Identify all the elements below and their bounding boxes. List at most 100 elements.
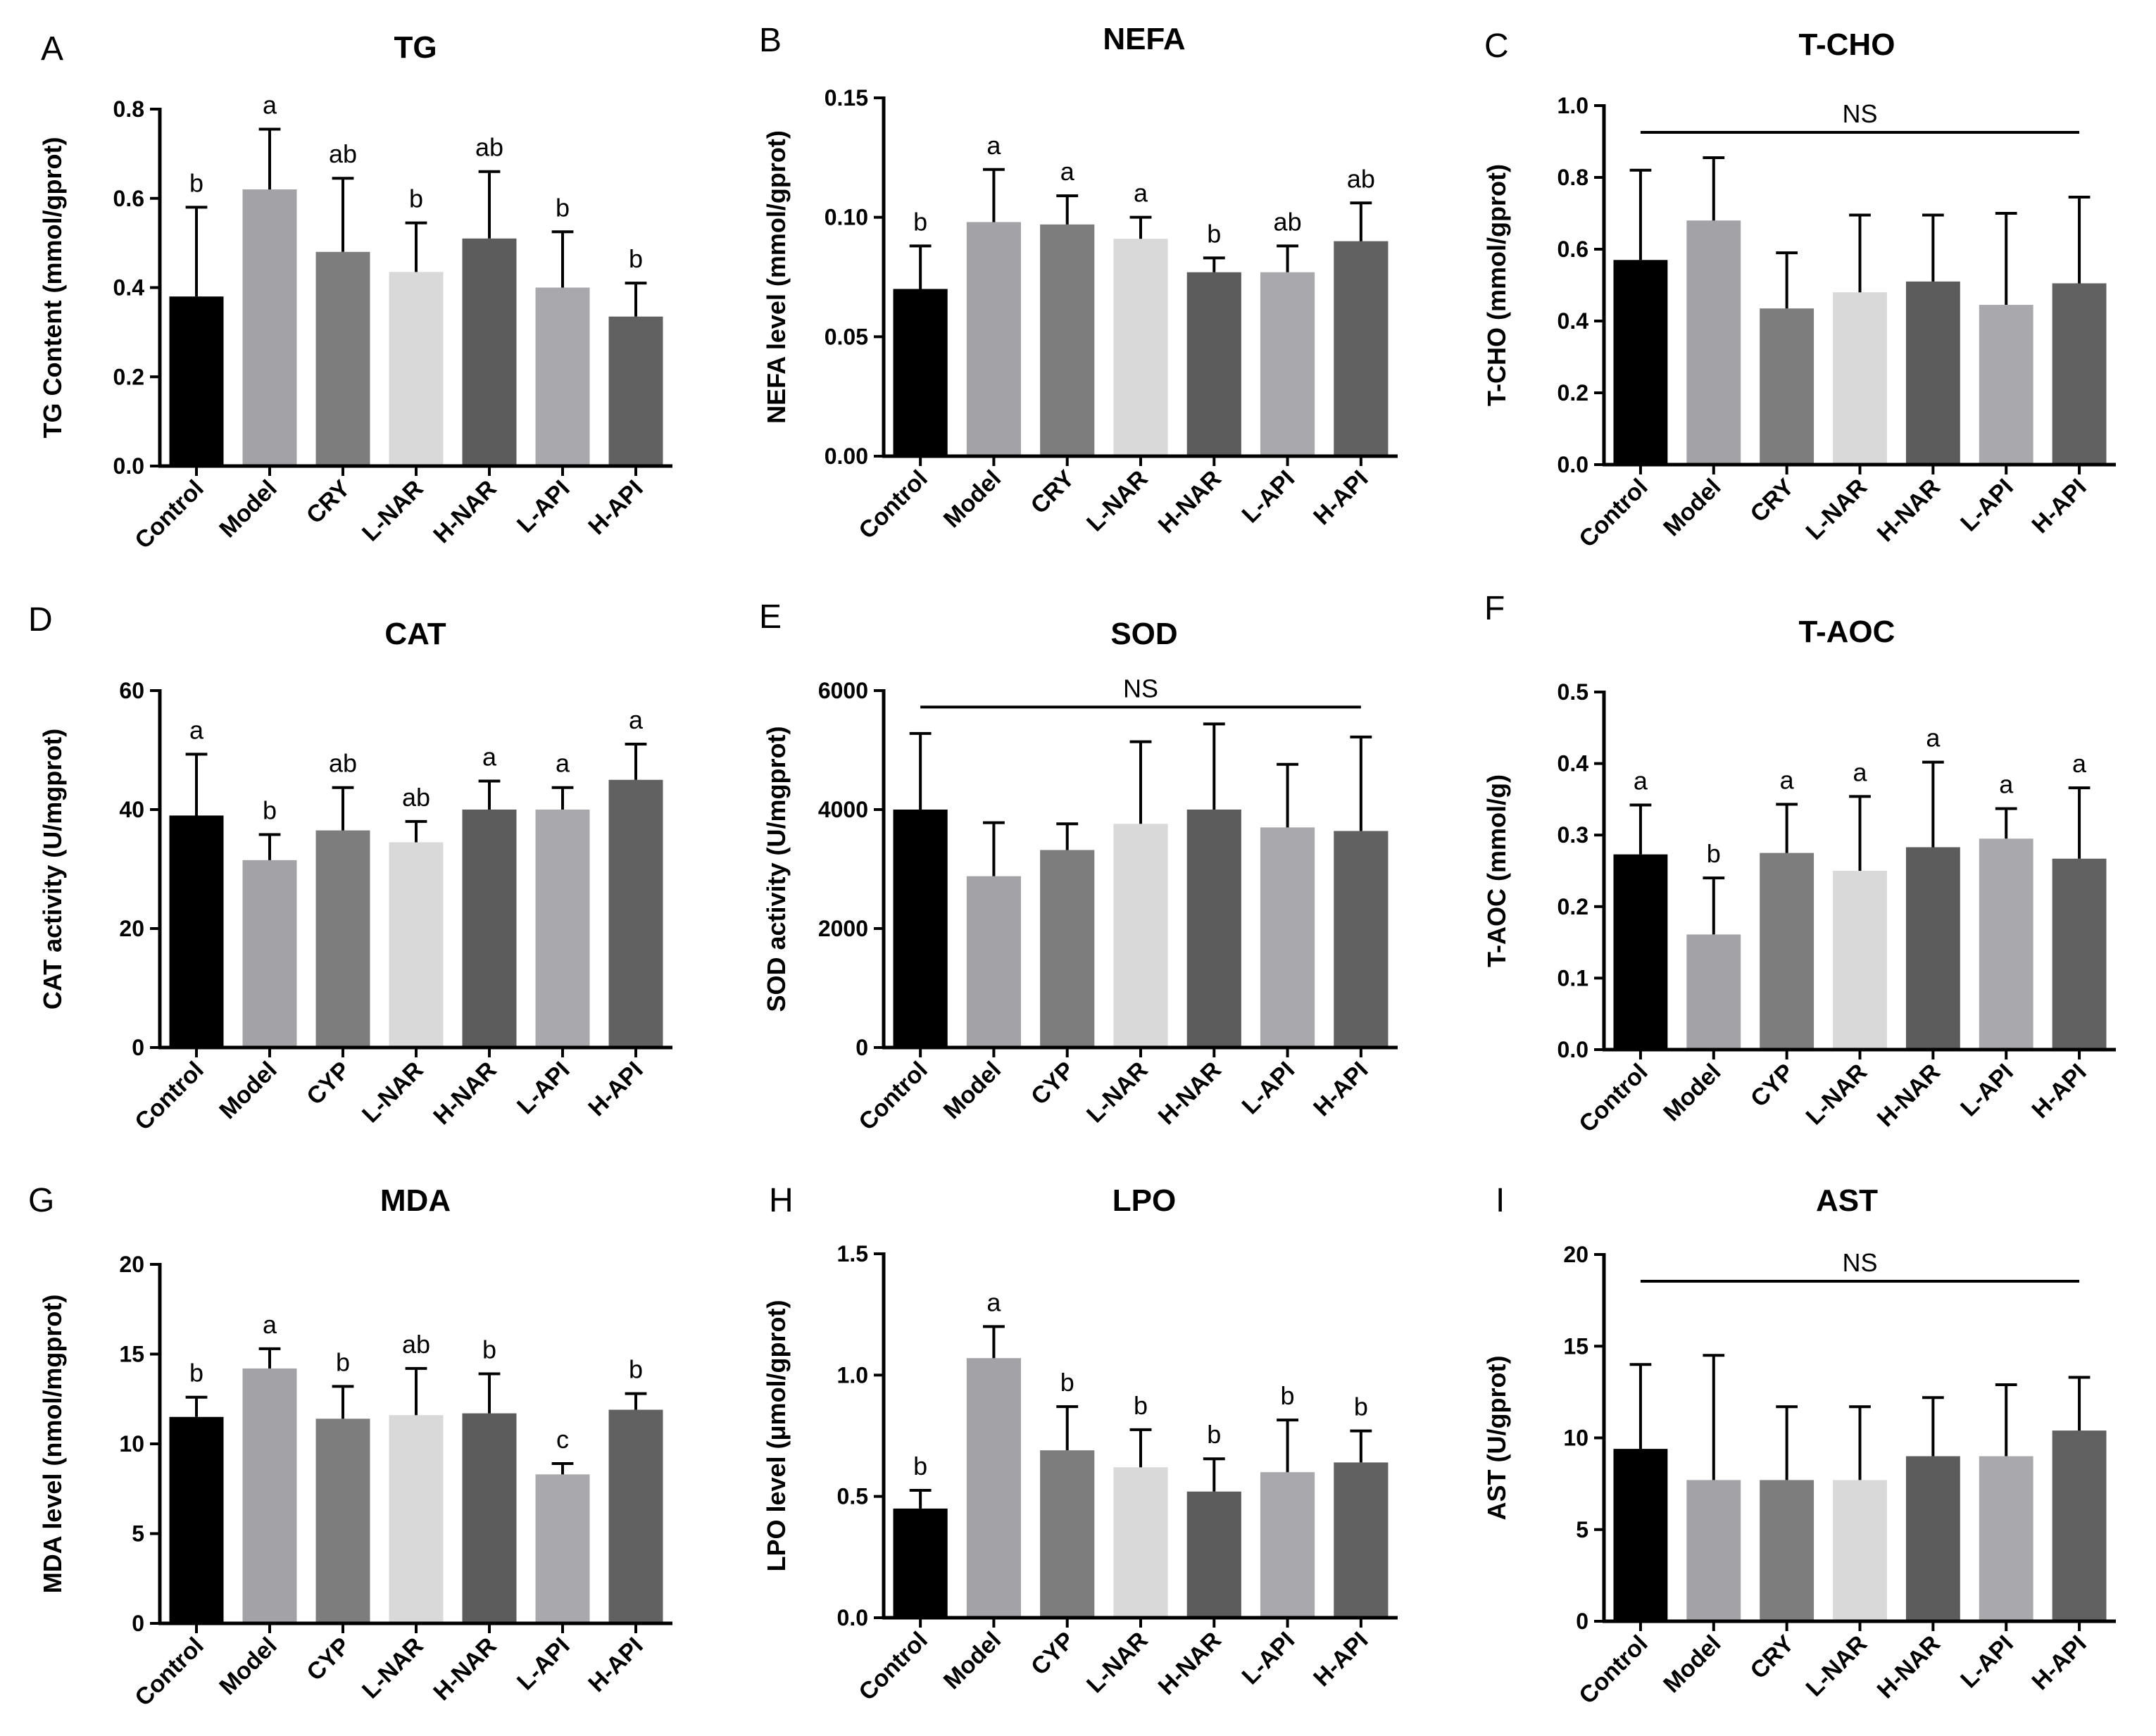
error-bar-mda-model <box>258 1347 281 1369</box>
x-tick-label-lpo-l-api: L-API <box>1237 1627 1301 1690</box>
bar-sod-model <box>966 876 1022 1048</box>
significance-label-cat-h-api: a <box>629 705 644 734</box>
bar-mda-h-nar <box>462 1413 517 1623</box>
x-tick-label-lpo-h-nar: H-NAR <box>1153 1627 1227 1700</box>
x-tick-label-tg-h-nar: H-NAR <box>428 475 501 548</box>
bar-nefa-h-nar <box>1186 272 1241 456</box>
error-bar-nefa-model <box>982 168 1005 222</box>
error-bar-mda-h-nar <box>478 1372 501 1414</box>
significance-label-mda-cyp: b <box>336 1347 350 1376</box>
bar-cat-control <box>169 815 224 1048</box>
error-bar-t-aoc-control <box>1629 803 1652 855</box>
x-tick-label-mda-l-nar: L-NAR <box>357 1633 429 1704</box>
bar-lpo-h-api <box>1334 1462 1389 1618</box>
error-bar-t-cho-l-api <box>1995 212 2017 306</box>
bar-t-cho-h-nar <box>1905 281 1960 465</box>
x-tick-label-tg-cry: CRY <box>301 475 356 529</box>
bar-sod-cyp <box>1040 850 1095 1048</box>
significance-label-tg-cry: ab <box>329 139 357 168</box>
x-tick-label-cat-h-nar: H-NAR <box>428 1057 501 1130</box>
y-tick-label-nefa-0: 0.00 <box>825 444 868 469</box>
bar-sod-h-nar <box>1186 810 1241 1048</box>
x-tick-label-mda-l-api: L-API <box>512 1633 575 1696</box>
bar-t-cho-control <box>1613 260 1668 465</box>
y-tick-label-lpo-2: 1.0 <box>837 1362 868 1388</box>
x-tick-label-ast-h-api: H-API <box>2026 1630 2091 1695</box>
bar-cat-l-api <box>535 810 590 1048</box>
y-tick-label-t-cho-3: 0.6 <box>1558 237 1588 262</box>
panel-letter-ast: I <box>1496 1182 1505 1219</box>
error-bar-sod-l-api <box>1277 762 1299 828</box>
y-tick-label-cat-1: 20 <box>119 916 144 941</box>
bar-mda-model <box>242 1368 297 1623</box>
error-bar-tg-l-nar <box>405 221 427 272</box>
error-bar-t-cho-control <box>1629 168 1652 260</box>
x-tick-label-sod-control: Control <box>853 1057 932 1136</box>
chart-title-cat: CAT <box>384 617 446 651</box>
panel-letter-tg: A <box>41 30 63 68</box>
significance-label-lpo-l-nar: b <box>1134 1391 1148 1420</box>
bar-mda-control <box>169 1416 224 1623</box>
significance-label-lpo-h-api: b <box>1354 1392 1368 1421</box>
ns-label-t-cho: NS <box>1842 99 1877 128</box>
y-tick-label-t-aoc-3: 0.3 <box>1558 822 1588 848</box>
bar-tg-cry <box>315 251 370 466</box>
x-tick-label-ast-cry: CRY <box>1746 1630 1800 1685</box>
x-tick-label-mda-h-nar: H-NAR <box>428 1633 501 1706</box>
x-tick-label-t-cho-l-api: L-API <box>1955 474 2019 537</box>
x-tick-label-nefa-l-api: L-API <box>1237 465 1301 529</box>
y-tick-label-t-cho-2: 0.4 <box>1558 308 1589 334</box>
error-bar-tg-l-api <box>551 230 574 288</box>
significance-label-mda-model: a <box>263 1310 277 1339</box>
significance-label-mda-l-nar: ab <box>402 1330 430 1359</box>
x-tick-label-ast-model: Model <box>1658 1630 1726 1698</box>
error-bar-cat-model <box>258 833 281 860</box>
x-tick-label-t-aoc-control: Control <box>1574 1059 1653 1138</box>
error-bar-lpo-h-nar <box>1203 1457 1225 1492</box>
bar-t-aoc-cyp <box>1760 853 1815 1050</box>
y-tick-label-cat-2: 40 <box>119 797 144 822</box>
x-tick-label-t-cho-cry: CRY <box>1746 474 1800 528</box>
significance-label-cat-l-nar: ab <box>402 783 430 812</box>
significance-label-tg-h-nar: ab <box>475 133 503 162</box>
bar-nefa-l-api <box>1260 272 1315 456</box>
bar-ast-h-nar <box>1905 1456 1960 1621</box>
x-tick-label-nefa-control: Control <box>853 465 932 544</box>
x-tick-label-sod-model: Model <box>939 1057 1006 1124</box>
error-bar-lpo-l-api <box>1277 1419 1299 1473</box>
y-axis-label-mda: MDA level (nmol/mgprot) <box>38 1295 67 1594</box>
error-bar-t-aoc-l-api <box>1995 807 2017 839</box>
x-tick-label-t-aoc-l-nar: L-NAR <box>1800 1059 1872 1131</box>
significance-label-lpo-h-nar: b <box>1207 1420 1221 1449</box>
significance-label-nefa-h-nar: b <box>1207 219 1221 248</box>
bar-t-aoc-control <box>1613 854 1668 1050</box>
chart-title-lpo: LPO <box>1113 1183 1176 1218</box>
bar-cat-model <box>242 860 297 1048</box>
y-tick-label-ast-1: 5 <box>1576 1517 1588 1542</box>
error-bar-cat-control <box>185 753 208 816</box>
significance-label-t-aoc-l-nar: a <box>1853 757 1867 786</box>
y-tick-label-sod-3: 6000 <box>818 678 868 703</box>
x-tick-label-t-cho-l-nar: L-NAR <box>1800 474 1872 546</box>
bar-t-cho-l-nar <box>1833 292 1887 465</box>
y-tick-label-tg-1: 0.2 <box>113 364 144 389</box>
bar-mda-l-nar <box>389 1415 444 1623</box>
bar-nefa-l-nar <box>1113 239 1168 456</box>
error-bar-t-aoc-h-api <box>2068 786 2091 859</box>
x-tick-label-tg-l-nar: L-NAR <box>357 475 429 547</box>
y-tick-label-nefa-1: 0.05 <box>825 324 868 349</box>
error-bar-ast-cry <box>1776 1405 1798 1480</box>
y-axis-label-tg: TG Content (mmol/gprot) <box>38 137 67 439</box>
bar-t-cho-h-api <box>2052 283 2107 465</box>
bar-mda-l-api <box>535 1474 590 1623</box>
bar-sod-h-api <box>1334 831 1389 1048</box>
error-bar-cat-h-nar <box>478 779 501 810</box>
error-bar-nefa-cry <box>1056 194 1079 225</box>
error-bar-nefa-control <box>909 244 932 289</box>
bar-cat-l-nar <box>389 842 444 1048</box>
y-tick-label-ast-4: 20 <box>1563 1242 1588 1267</box>
x-tick-label-tg-h-api: H-API <box>583 475 648 540</box>
y-tick-label-tg-4: 0.8 <box>113 96 144 122</box>
